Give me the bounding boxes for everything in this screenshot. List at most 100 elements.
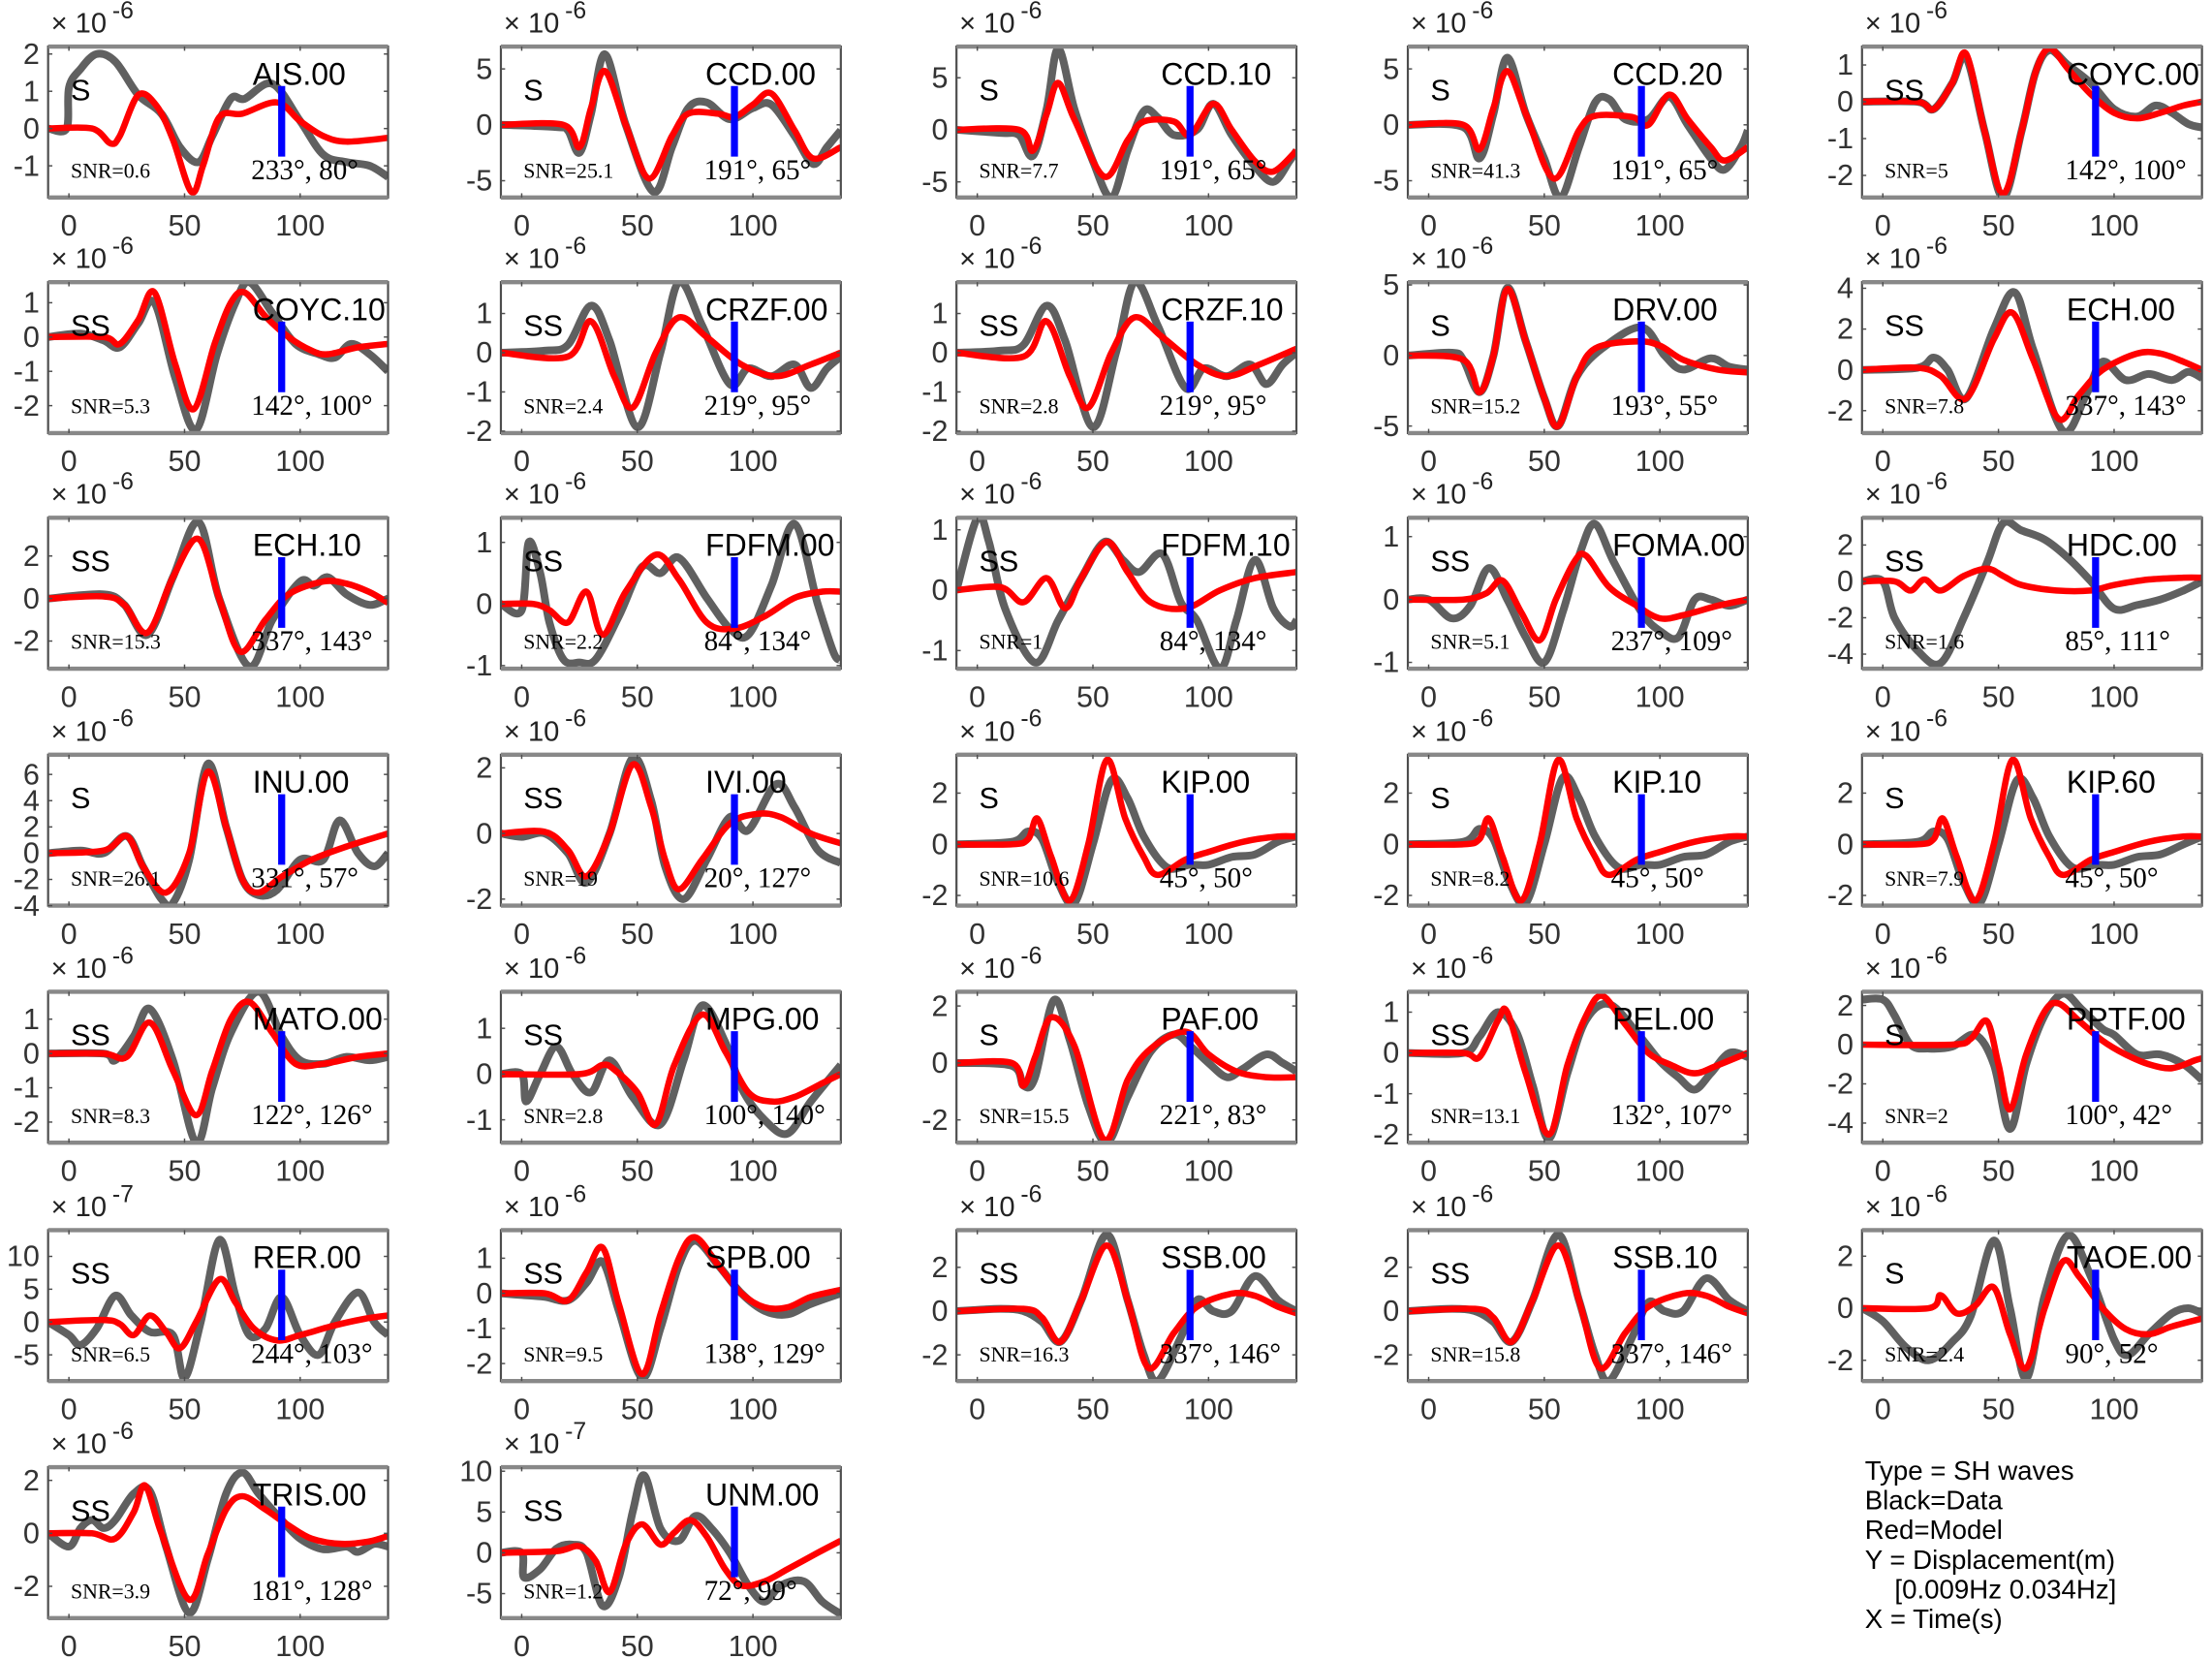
y-tick-label: 2 — [23, 540, 40, 573]
station-label: DRV.00 — [1612, 292, 1718, 327]
station-label: SSB.10 — [1612, 1240, 1718, 1275]
y-tick-label: 0 — [931, 1295, 948, 1328]
azimuth-distance-label: 45°, 50° — [1611, 863, 1704, 894]
model-trace — [1861, 47, 2202, 198]
azimuth-distance-label: 191°, 65° — [704, 155, 812, 186]
azimuth-distance-label: 45°, 50° — [1160, 863, 1253, 894]
exponent-text: -6 — [1472, 469, 1493, 495]
x-tick-label: 100 — [2089, 1154, 2138, 1187]
x-tick-label: 0 — [1875, 680, 1891, 713]
y-tick-label: -5 — [1373, 410, 1399, 443]
exponent-text: -6 — [565, 1181, 586, 1207]
phase-label: SS — [523, 309, 563, 342]
phase-label: SS — [1430, 1258, 1470, 1291]
x-tick-label: 0 — [61, 445, 78, 478]
azimuth-distance-label: 122°, 126° — [251, 1100, 372, 1131]
plot-area — [956, 754, 1297, 906]
data-trace — [500, 1471, 841, 1617]
snr-label: SNR=2.8 — [979, 395, 1058, 419]
y-tick-label: -4 — [1827, 1107, 1854, 1140]
snr-label: SNR=7.7 — [979, 159, 1058, 182]
model-trace — [500, 551, 841, 639]
exponent-label: × 10 -6 — [504, 706, 586, 748]
model-trace — [1408, 68, 1748, 182]
y-tick-label: 5 — [476, 52, 492, 85]
y-tick-label: 4 — [23, 784, 40, 817]
x-tick-label: 100 — [275, 1393, 325, 1426]
station-label: PAF.00 — [1161, 1002, 1259, 1037]
x-tick-label: 100 — [1184, 209, 1233, 242]
azimuth-distance-label: 142°, 100° — [2065, 155, 2186, 186]
data-trace — [1861, 774, 2202, 906]
y-tick-label: 0 — [23, 837, 40, 870]
y-tick-label: -2 — [14, 625, 40, 658]
model-trace — [1408, 286, 1748, 430]
x-tick-label: 100 — [1636, 1393, 1685, 1426]
y-tick-label: 0 — [1837, 354, 1854, 387]
legend-line: X = Time(s) — [1865, 1604, 2003, 1634]
multiplier-text: × 10 — [51, 1428, 107, 1459]
model-trace — [956, 1242, 1297, 1372]
y-tick-label: -2 — [1827, 879, 1854, 912]
y-tick-label: 0 — [1837, 85, 1854, 118]
x-tick-label: 100 — [2089, 680, 2138, 713]
azimuth-distance-label: 138°, 129° — [704, 1338, 826, 1369]
snr-label: SNR=7.9 — [1885, 867, 1964, 891]
model-trace — [47, 288, 389, 413]
y-tick-label: -2 — [14, 1570, 40, 1603]
y-tick-label: 0 — [1837, 1028, 1854, 1061]
y-tick-label: 2 — [931, 1251, 948, 1284]
x-tick-label: 0 — [1420, 680, 1437, 713]
exponent-text: -6 — [1926, 943, 1947, 969]
exponent-text: -6 — [1926, 706, 1947, 733]
x-tick-label: 0 — [1420, 1154, 1437, 1187]
azimuth-distance-label: 20°, 127° — [704, 863, 812, 894]
exponent-text: -6 — [1020, 234, 1042, 260]
azimuth-distance-label: 244°, 103° — [251, 1338, 372, 1369]
x-tick-label: 50 — [1076, 209, 1109, 242]
waveform-panel: × 10 -6 0 50 100 -2 0 2 SS SSB.00 SNR=16.3 337°, 14… — [921, 1181, 1298, 1426]
snr-label: SNR=1.2 — [523, 1580, 603, 1603]
x-tick-label: 0 — [1420, 1393, 1437, 1426]
azimuth-distance-label: 100°, 140° — [704, 1100, 826, 1131]
waveform-panel: × 10 -6 0 50 100 -1 0 1 SS FDFM.10 SNR=1 84°, 134° — [921, 469, 1298, 713]
x-tick-label: 0 — [61, 680, 78, 713]
x-tick-label: 50 — [621, 1154, 654, 1187]
x-tick-label: 0 — [969, 209, 985, 242]
azimuth-distance-label: 90°, 52° — [2065, 1338, 2158, 1369]
phase-label: S — [1430, 782, 1449, 815]
snr-label: SNR=15.8 — [1430, 1343, 1520, 1366]
station-label: ECH.10 — [253, 528, 361, 563]
x-tick-label: 50 — [1982, 680, 2015, 713]
snr-label: SNR=5.3 — [71, 395, 150, 419]
plot-area — [1408, 517, 1748, 670]
phase-label: SS — [523, 546, 563, 579]
x-tick-label: 100 — [2089, 1393, 2138, 1426]
multiplier-text: × 10 — [504, 954, 559, 985]
exponent-text: -6 — [112, 943, 134, 969]
x-tick-label: 100 — [2089, 918, 2138, 951]
exponent-text: -6 — [1926, 1181, 1947, 1207]
waveform-panel: × 10 -6 0 50 100 -2 0 2 4 SS ECH.00 SNR=7.8 337°, 14… — [1827, 234, 2203, 478]
snr-label: SNR=16.3 — [979, 1343, 1069, 1366]
y-tick-label: 0 — [476, 817, 492, 850]
x-tick-label: 50 — [1528, 1393, 1561, 1426]
multiplier-text: × 10 — [504, 1192, 559, 1223]
x-tick-label: 100 — [275, 209, 325, 242]
x-tick-label: 50 — [1982, 209, 2015, 242]
waveform-panel: × 10 -6 0 50 100 -5 0 5S DRV.00 SNR=15.2 193°, 55° — [1373, 234, 1749, 478]
exponent-label: × 10 -6 — [1411, 469, 1493, 511]
multiplier-text: × 10 — [51, 1192, 107, 1223]
station-label: COYC.10 — [253, 292, 386, 327]
snr-label: SNR=26.1 — [71, 867, 161, 891]
exponent-label: × 10 -6 — [504, 234, 586, 275]
multiplier-text: × 10 — [959, 716, 1014, 747]
x-tick-label: 0 — [1420, 918, 1437, 951]
multiplier-text: × 10 — [959, 244, 1014, 275]
station-label: CCD.10 — [1161, 56, 1271, 91]
x-tick-label: 100 — [729, 680, 778, 713]
x-tick-label: 50 — [168, 680, 201, 713]
x-tick-label: 50 — [168, 1630, 201, 1659]
